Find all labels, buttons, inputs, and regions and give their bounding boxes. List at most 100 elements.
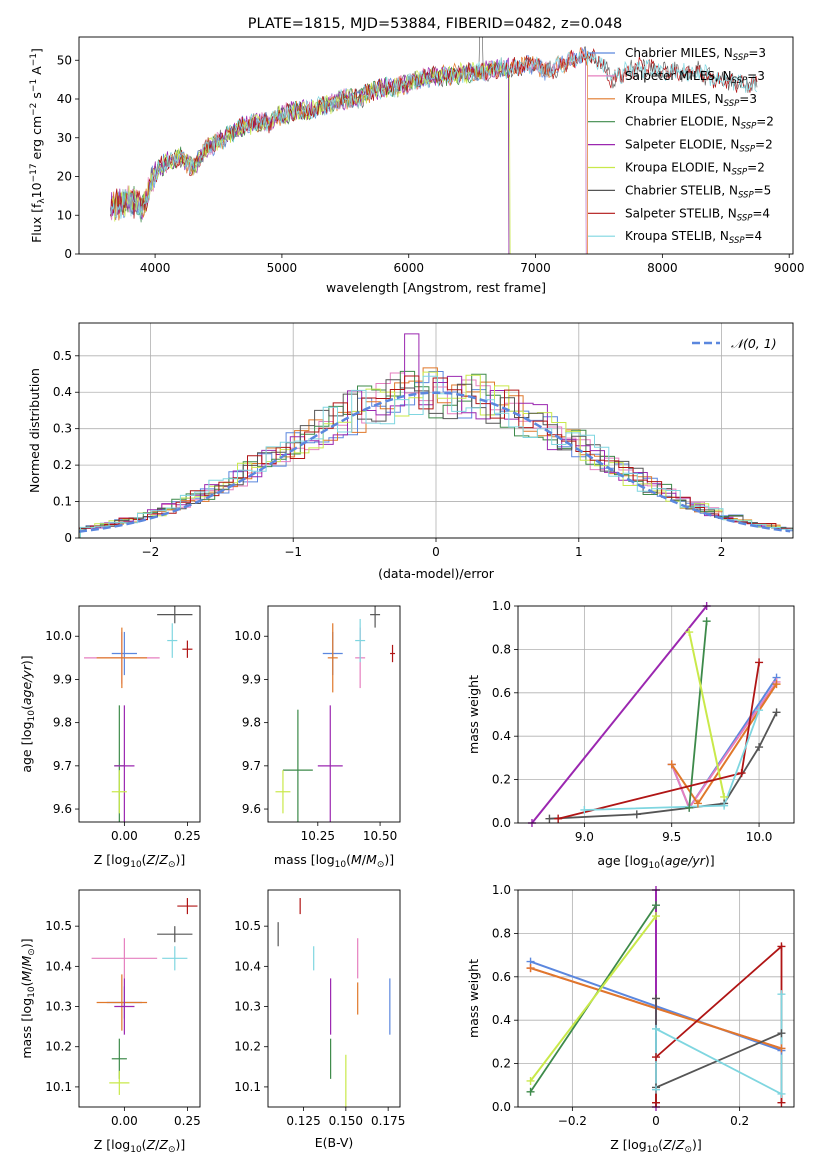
weight-marker: [652, 1085, 660, 1094]
label-part: ⊙: [168, 1145, 176, 1155]
y-tick-label: 9.6: [53, 802, 72, 816]
legend-entry: Kroupa MILES, NSSP=3: [625, 92, 757, 109]
label-part: (: [19, 705, 34, 710]
spectrum-line: [110, 50, 758, 219]
legend-count: =2: [756, 115, 774, 129]
x-tick-label: 0.150: [329, 1114, 363, 1128]
label-part: )]: [692, 1137, 702, 1152]
axes-frame: [517, 889, 795, 1108]
y-tick-label: 0.3: [53, 422, 72, 436]
weight-marker: [652, 1053, 660, 1062]
legend: Chabrier MILES, NSSP=3 Salpeter MILES, NS…: [588, 46, 774, 246]
label-part: mass weight: [466, 675, 481, 754]
weight-marker: [652, 912, 660, 921]
y-tick-label: 10.4: [45, 959, 72, 973]
plot-area: [110, 37, 758, 254]
x-tick-label: 1: [575, 545, 583, 559]
x-tick-label: 0.175: [371, 1114, 405, 1128]
x-tick-label: 0.2: [730, 1114, 749, 1128]
label-part: 10: [130, 1145, 142, 1155]
errorbar-point: [355, 618, 366, 663]
x-tick-label: 7000: [520, 261, 551, 275]
label-part: age/yr: [19, 664, 34, 705]
y-tick-label: 0.4: [492, 729, 511, 743]
legend-name: Kroupa MILES, N: [625, 92, 724, 106]
axes-frame: [267, 889, 401, 1108]
weight-line: [529, 915, 657, 1082]
y-tick-label: 10.4: [234, 959, 261, 973]
weight-marker: [554, 814, 563, 823]
label-part: /: [19, 966, 34, 971]
label-part: Z: [158, 1137, 168, 1152]
y-tick-label: 9.7: [242, 759, 261, 773]
y-axis-label: Normed distribution: [27, 368, 42, 493]
y-axis-label: age [log10(age/yr)]: [19, 655, 37, 772]
weight-line: [688, 621, 708, 808]
y-tick-label: 0: [64, 531, 72, 545]
y-tick-label: 0.8: [492, 926, 511, 940]
y-tick-label: 30: [57, 131, 72, 145]
x-tick-label: 0.25: [174, 829, 201, 843]
legend-sub: SSP: [732, 76, 748, 86]
weight-marker: [755, 658, 764, 667]
label-part: Z: [146, 1137, 156, 1152]
y-tick-label: 10.0: [45, 629, 72, 643]
label-part: −1: [29, 53, 39, 66]
x-tick-label: 10.0: [746, 830, 773, 844]
label-part: A: [29, 66, 44, 79]
errorbar-point: [96, 974, 148, 1031]
ticks: 4000 5000 6000 7000 8000 9000 0 10 20 30 40 50: [57, 53, 805, 275]
legend-entry: Chabrier MILES, NSSP=3: [625, 46, 766, 63]
legend-count: =2: [747, 161, 765, 175]
axes-frame: [78, 36, 794, 255]
ticks: 0.00 0.25 9.6 9.7 9.8 9.9 10.0: [45, 629, 200, 843]
ticks: 0.125 0.150 0.175 10.1 10.2 10.3 10.4 10.5: [234, 919, 405, 1128]
y-tick-label: 10.5: [45, 919, 72, 933]
errorbar-point: [317, 705, 343, 822]
label-part: age/yr: [665, 853, 706, 868]
x-tick-label: 0.25: [174, 1114, 201, 1128]
legend-sub: SSP: [729, 236, 745, 246]
legend-entry: Kroupa ELODIE, NSSP=2: [625, 161, 765, 178]
label-part: ⊙: [168, 860, 176, 870]
plot-area: [531, 606, 778, 823]
x-axis-label: (data-model)/error: [378, 566, 495, 581]
y-tick-label: 0.8: [492, 642, 511, 656]
y-tick-label: 0.4: [492, 1013, 511, 1027]
legend-entry: Salpeter STELIB, NSSP=4: [625, 206, 770, 223]
x-axis-label: E(B-V): [315, 1135, 354, 1150]
legend-name: Kroupa STELIB, N: [625, 229, 729, 243]
legend-sub: SSP: [724, 99, 740, 109]
y-tick-label: 0.4: [53, 385, 72, 399]
ticks: 9.0 9.5 10.0 0.0 0.2 0.4 0.6 0.8 1.0: [492, 599, 773, 844]
label-part: Normed distribution: [27, 368, 42, 493]
label-part: M: [19, 971, 34, 982]
y-tick-label: 0.6: [492, 686, 511, 700]
legend-entry: Salpeter MILES, NSSP=3: [625, 69, 765, 86]
label-part: /: [155, 1137, 160, 1152]
x-tick-label: −2: [142, 545, 160, 559]
x-axis-label: mass [log10(M/M⊙)]: [274, 852, 394, 870]
label-part: 10: [130, 860, 142, 870]
y-tick-label: 9.9: [53, 672, 72, 686]
x-tick-label: 5000: [267, 261, 298, 275]
label-part: Flux [f: [29, 203, 44, 243]
errorbar-point: [111, 770, 127, 814]
y-tick-label: 0.2: [492, 773, 511, 787]
y-axis-label: mass [log10(M/M⊙)]: [19, 938, 37, 1058]
y-tick-label: 9.9: [242, 672, 261, 686]
legend-count: =4: [745, 229, 763, 243]
weight-marker: [652, 1024, 660, 1033]
label-part: M: [366, 852, 377, 867]
legend-count: =3: [739, 92, 757, 106]
weight-marker: [772, 680, 781, 689]
legend-count: =5: [754, 183, 772, 197]
errorbar-point: [157, 926, 193, 943]
errorbar-point: [114, 978, 135, 1035]
x-axis-label: wavelength [Angstrom, rest frame]: [326, 280, 546, 295]
errorbar-point: [167, 623, 178, 658]
label-part: 10: [335, 860, 347, 870]
label-part: (: [142, 1137, 147, 1152]
x-tick-label: 9.5: [662, 830, 681, 844]
